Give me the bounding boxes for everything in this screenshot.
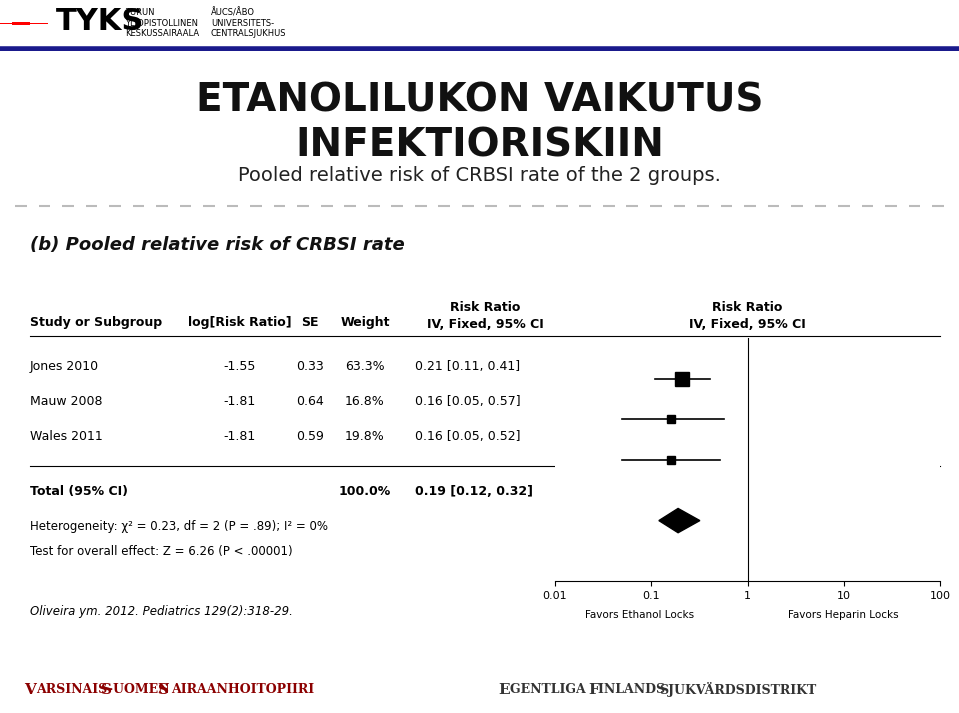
Text: INFEKTIORISKIIN: INFEKTIORISKIIN xyxy=(295,126,664,164)
Text: TYKS: TYKS xyxy=(56,7,144,36)
Text: 0.21 [0.11, 0.41]: 0.21 [0.11, 0.41] xyxy=(415,360,520,373)
Text: log[Risk Ratio]: log[Risk Ratio] xyxy=(188,317,292,329)
Text: Weight: Weight xyxy=(340,317,389,329)
Text: AIRAANHOITOPIIRI: AIRAANHOITOPIIRI xyxy=(171,683,314,697)
Text: S: S xyxy=(101,683,111,697)
Text: KESKUSSAIRAALA: KESKUSSAIRAALA xyxy=(125,29,199,38)
Text: UOMEN: UOMEN xyxy=(113,683,174,697)
Text: (b) Pooled relative risk of CRBSI rate: (b) Pooled relative risk of CRBSI rate xyxy=(30,236,405,255)
Text: ÅUCS/ÅBO: ÅUCS/ÅBO xyxy=(211,8,255,18)
Text: Risk Ratio: Risk Ratio xyxy=(450,302,520,314)
Text: Pooled relative risk of CRBSI rate of the 2 groups.: Pooled relative risk of CRBSI rate of th… xyxy=(238,166,721,185)
Text: ETANOLILUKON VAIKUTUS: ETANOLILUKON VAIKUTUS xyxy=(196,81,763,119)
Text: Total (95% CI): Total (95% CI) xyxy=(30,485,128,498)
Text: Favors Ethanol Locks: Favors Ethanol Locks xyxy=(585,610,694,620)
Text: Study or Subgroup: Study or Subgroup xyxy=(30,317,162,329)
Text: IV, Fixed, 95% CI: IV, Fixed, 95% CI xyxy=(690,318,806,332)
Text: Heterogeneity: χ² = 0.23, df = 2 (P = .89); I² = 0%: Heterogeneity: χ² = 0.23, df = 2 (P = .8… xyxy=(30,520,328,533)
Text: Test for overall effect: Z = 6.26 (P < .00001): Test for overall effect: Z = 6.26 (P < .… xyxy=(30,545,292,558)
Text: E: E xyxy=(499,683,510,697)
Text: Oliveira ym. 2012. Pediatrics 129(2):318-29.: Oliveira ym. 2012. Pediatrics 129(2):318… xyxy=(30,605,292,618)
Text: 63.3%: 63.3% xyxy=(345,360,385,373)
Text: GENTLIGA: GENTLIGA xyxy=(510,683,591,697)
Bar xyxy=(12,21,31,24)
Text: F: F xyxy=(588,683,598,697)
Text: UNIVERSITETS-: UNIVERSITETS- xyxy=(211,19,274,28)
Polygon shape xyxy=(659,508,700,533)
Text: 0.19 [0.12, 0.32]: 0.19 [0.12, 0.32] xyxy=(415,485,533,498)
Text: IV, Fixed, 95% CI: IV, Fixed, 95% CI xyxy=(427,318,544,332)
Text: INLANDS: INLANDS xyxy=(598,683,670,697)
Text: TURUN: TURUN xyxy=(125,9,154,17)
Text: Mauw 2008: Mauw 2008 xyxy=(30,395,103,408)
Text: Jones 2010: Jones 2010 xyxy=(30,360,99,373)
Text: -1.81: -1.81 xyxy=(223,430,256,443)
Text: SJUKVÄRDSDISTRIKT: SJUKVÄRDSDISTRIKT xyxy=(659,682,816,697)
Text: 100.0%: 100.0% xyxy=(339,485,391,498)
Text: 0.33: 0.33 xyxy=(296,360,324,373)
Text: 0.16 [0.05, 0.52]: 0.16 [0.05, 0.52] xyxy=(415,430,521,443)
Text: Wales 2011: Wales 2011 xyxy=(30,430,103,443)
Text: -1.55: -1.55 xyxy=(223,360,256,373)
Text: 0.64: 0.64 xyxy=(296,395,324,408)
Text: 0.16 [0.05, 0.57]: 0.16 [0.05, 0.57] xyxy=(415,395,521,408)
Text: ARSINAIS-: ARSINAIS- xyxy=(36,683,113,697)
Text: SE: SE xyxy=(301,317,318,329)
Text: YLIOPISTOLLINEN: YLIOPISTOLLINEN xyxy=(125,19,198,28)
Text: Favors Heparin Locks: Favors Heparin Locks xyxy=(788,610,900,620)
Text: S: S xyxy=(158,683,169,697)
Text: -1.81: -1.81 xyxy=(223,395,256,408)
Text: V: V xyxy=(24,683,35,697)
Text: 16.8%: 16.8% xyxy=(345,395,385,408)
Text: 0.59: 0.59 xyxy=(296,430,324,443)
Text: CENTRALSJUKHUS: CENTRALSJUKHUS xyxy=(211,29,287,38)
Bar xyxy=(0,23,48,24)
Text: Risk Ratio: Risk Ratio xyxy=(713,302,783,314)
Text: 19.8%: 19.8% xyxy=(345,430,385,443)
